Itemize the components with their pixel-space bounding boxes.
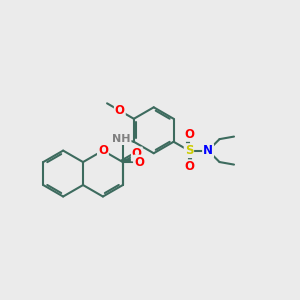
Text: O: O: [184, 160, 194, 173]
Text: O: O: [184, 128, 194, 141]
Text: S: S: [185, 144, 193, 157]
Text: O: O: [115, 104, 125, 117]
Text: O: O: [132, 148, 142, 160]
Text: O: O: [98, 144, 108, 157]
Text: NH: NH: [112, 134, 130, 144]
Text: O: O: [134, 156, 144, 169]
Text: N: N: [203, 144, 213, 157]
